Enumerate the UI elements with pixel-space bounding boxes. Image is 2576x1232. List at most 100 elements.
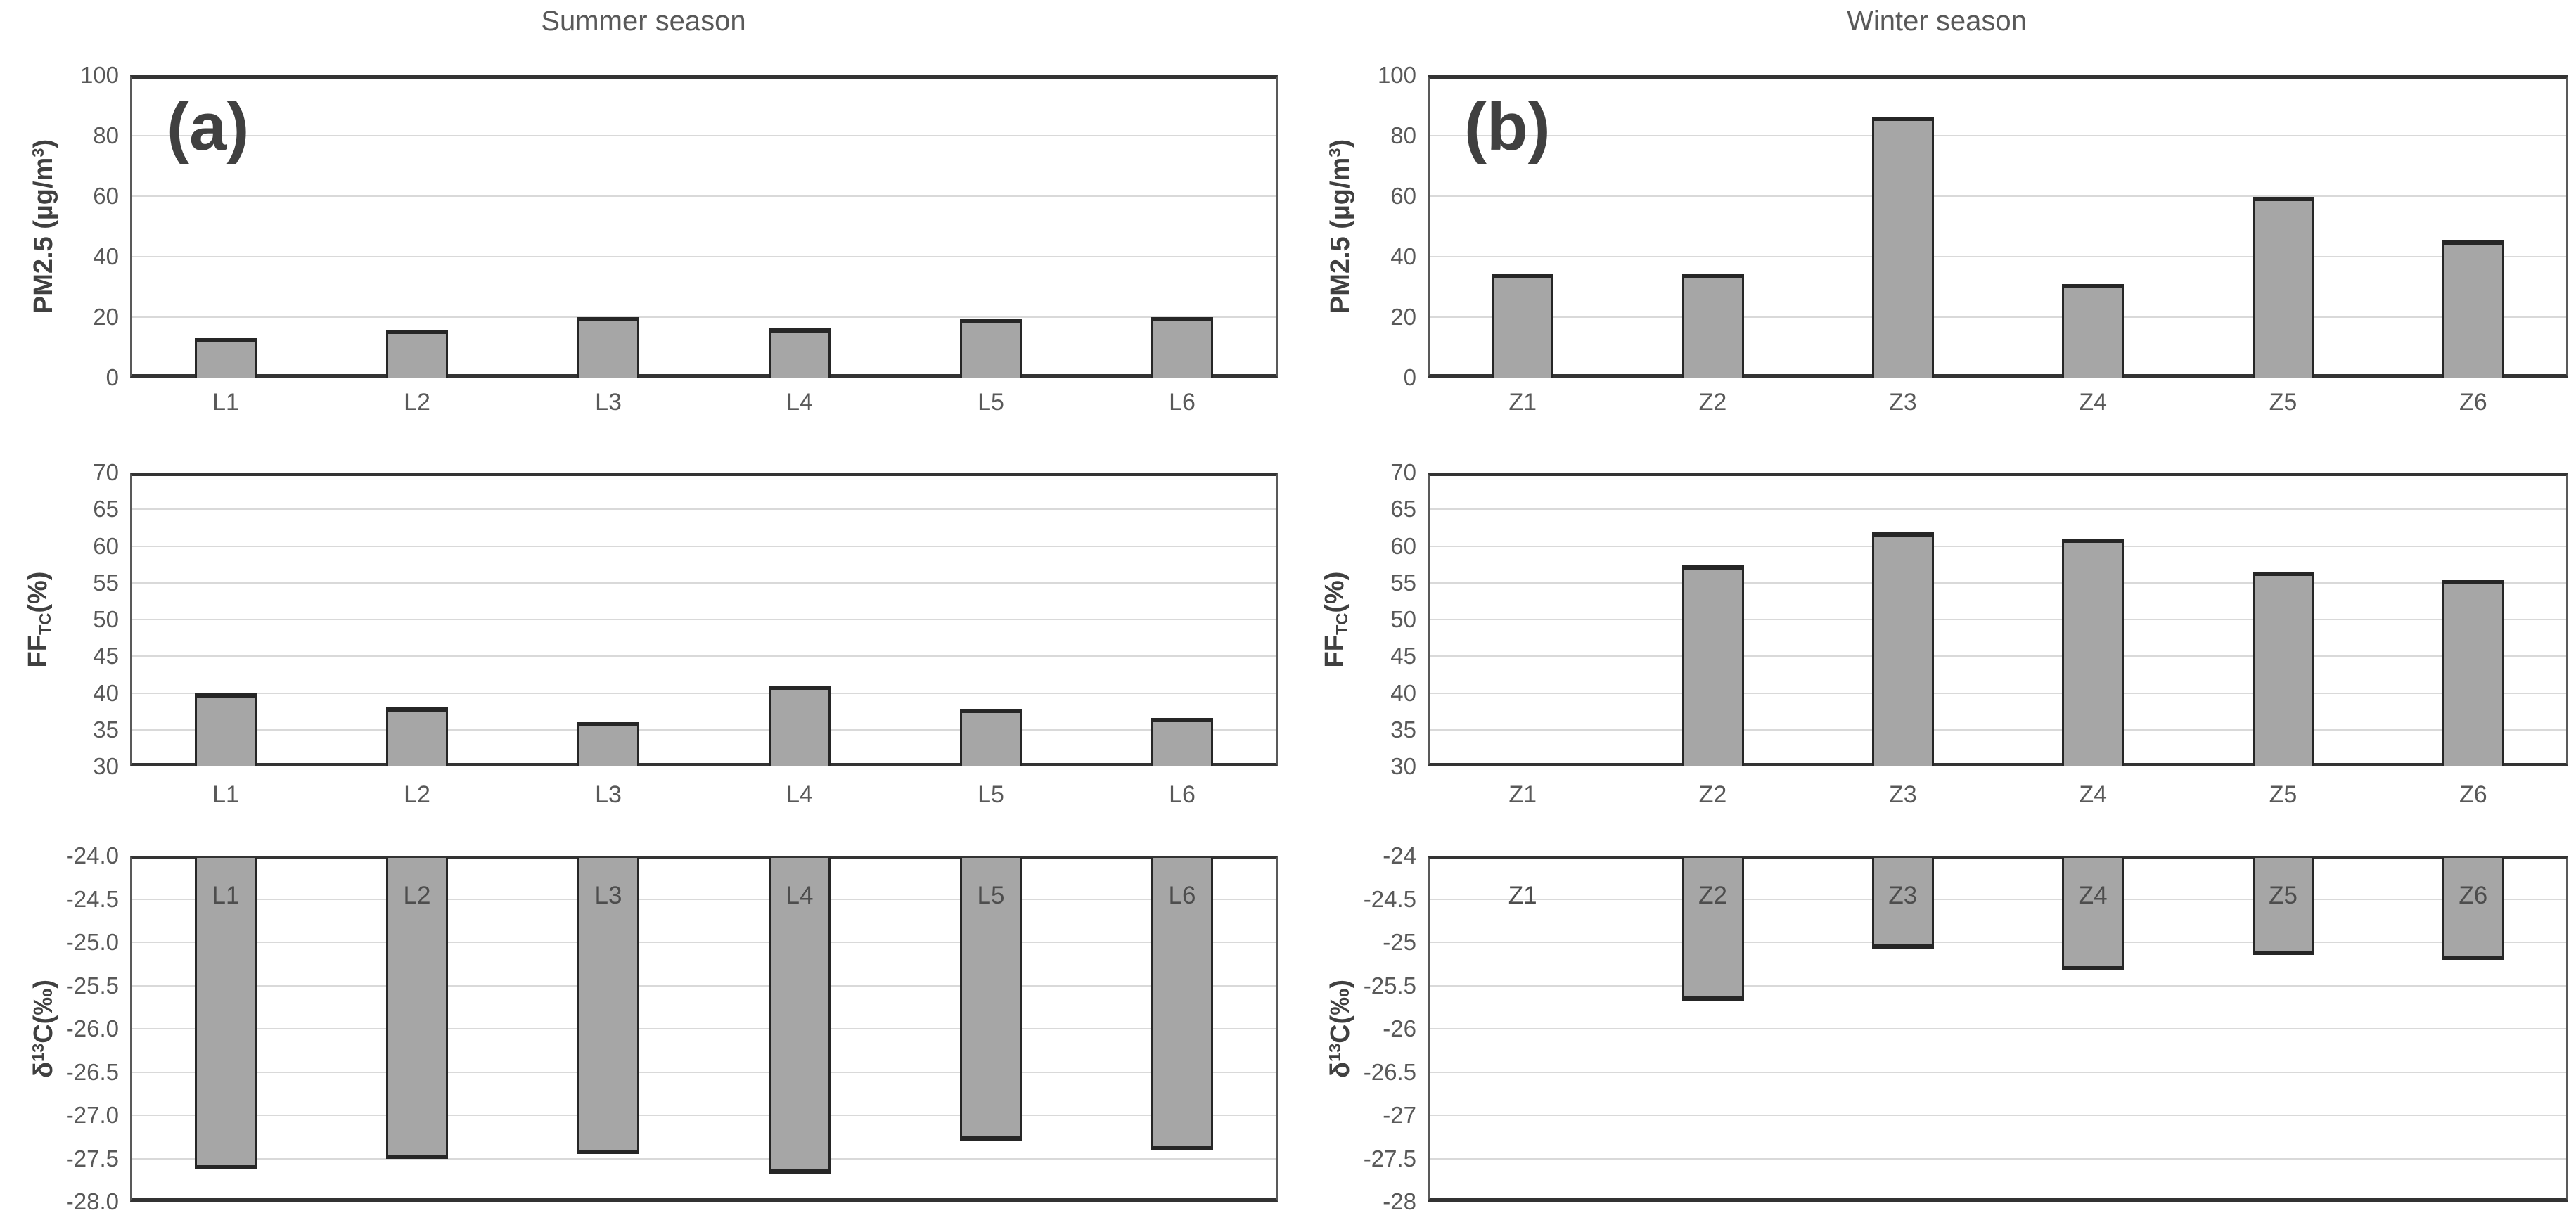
bar-z2 — [1681, 274, 1744, 378]
y-gridline — [132, 619, 1276, 620]
y-tick-label: -24.0 — [65, 842, 119, 868]
y-tick-label: 50 — [93, 606, 119, 632]
x-tick-label-l2: L2 — [404, 781, 430, 808]
bar-z5 — [2252, 572, 2314, 766]
y-gridline — [1430, 942, 2566, 943]
y-tick-label: 60 — [1390, 183, 1416, 209]
y-gridline — [132, 316, 1276, 318]
y-gridline — [1430, 582, 2566, 584]
bar-l2 — [386, 858, 448, 1160]
panel-label-a: (a) — [167, 89, 250, 165]
y-axis-title-segment: 13 — [29, 1043, 47, 1062]
bar-l3 — [577, 722, 639, 766]
bar-l4 — [769, 686, 831, 766]
y-tick-label: 45 — [1390, 643, 1416, 669]
x-tick-label-z3: Z3 — [1888, 389, 1917, 416]
y-gridline — [132, 1071, 1276, 1073]
y-gridline — [1430, 256, 2566, 257]
y-gridline — [1430, 1071, 2566, 1073]
bar-z4 — [2062, 283, 2125, 378]
y-gridline — [1430, 1157, 2566, 1160]
y-gridline — [1430, 984, 2566, 987]
plot-area — [130, 75, 1278, 378]
y-gridline — [1430, 729, 2566, 731]
bar-l6 — [1151, 317, 1213, 378]
bar-z5 — [2252, 197, 2314, 378]
y-tick-label: -27.5 — [65, 1145, 119, 1172]
y-tick-label: -26.5 — [65, 1058, 119, 1085]
y-gridline — [132, 655, 1276, 657]
y-tick-label: 20 — [1390, 304, 1416, 330]
y-gridline — [1430, 508, 2566, 511]
y-gridline — [132, 898, 1276, 900]
x-tick-label-z5: Z5 — [2269, 781, 2298, 808]
y-tick-label: -27 — [1383, 1102, 1416, 1128]
bar-z6 — [2442, 240, 2504, 378]
y-tick-label: -25.5 — [1363, 972, 1416, 999]
y-tick-label: 40 — [93, 243, 119, 269]
y-gridline — [1430, 545, 2566, 547]
y-axis-title-segment: PM2.5 (µg/m — [1325, 157, 1355, 314]
y-axis-title-segment: PM2.5 (µg/m — [28, 157, 58, 314]
bar-z2 — [1681, 565, 1744, 766]
y-gridline — [1430, 655, 2566, 657]
bar-l3 — [577, 317, 639, 378]
y-gridline — [132, 692, 1276, 694]
y-axis-title-segment: 13 — [1326, 1043, 1344, 1062]
y-tick-label: -25.0 — [65, 929, 119, 955]
x-tick-label-l4: L4 — [786, 781, 813, 808]
bar-label-z3: Z3 — [1888, 882, 1918, 909]
bar-z2 — [1681, 858, 1744, 1001]
y-tick-label: -26 — [1383, 1015, 1416, 1041]
plot-area — [1428, 75, 2568, 378]
y-axis-title: PM2.5 (µg/m3) — [1316, 30, 1355, 423]
y-tick-label: 40 — [1390, 243, 1416, 269]
y-axis-title-segment: C(‰) — [1325, 980, 1355, 1044]
x-tick-label-l6: L6 — [1169, 389, 1196, 416]
y-gridline — [132, 984, 1276, 987]
panel-label-b: (b) — [1464, 89, 1551, 165]
y-tick-label: 70 — [93, 459, 119, 485]
y-gridline — [132, 135, 1276, 136]
y-axis-title: δ13C(‰) — [20, 832, 58, 1226]
bar-l6 — [1151, 858, 1213, 1150]
y-tick-label: -28.0 — [65, 1188, 119, 1214]
y-gridline — [1430, 1028, 2566, 1029]
y-tick-label: -27.5 — [1363, 1145, 1416, 1172]
bar-l3 — [577, 858, 639, 1154]
y-axis-title-segment: ) — [28, 139, 58, 148]
bar-label-l3: L3 — [594, 882, 622, 909]
chart-title: Summer season — [541, 6, 746, 37]
bar-l1 — [195, 338, 257, 378]
y-axis-title-segment: FF — [1320, 635, 1350, 668]
y-tick-label: 65 — [1390, 496, 1416, 522]
bar-l5 — [960, 319, 1022, 378]
bar-label-z1: Z1 — [1508, 882, 1537, 909]
y-tick-label: 45 — [93, 643, 119, 669]
x-tick-label-z4: Z4 — [2079, 389, 2107, 416]
y-axis-title: δ13C(‰) — [1316, 832, 1355, 1226]
y-tick-label: 30 — [93, 753, 119, 779]
y-tick-label: 30 — [1390, 753, 1416, 779]
y-axis-title-segment: 3 — [1326, 148, 1344, 158]
y-tick-label: 60 — [93, 183, 119, 209]
bar-label-l5: L5 — [977, 882, 1005, 909]
y-tick-label: -28 — [1383, 1188, 1416, 1214]
y-gridline — [132, 582, 1276, 584]
y-tick-label: 80 — [93, 122, 119, 148]
bar-label-l4: L4 — [786, 882, 814, 909]
y-tick-label: -24.5 — [65, 885, 119, 912]
y-axis-title-segment: δ — [28, 1061, 58, 1079]
y-gridline — [132, 1115, 1276, 1116]
bar-z5 — [2252, 858, 2314, 955]
bar-z3 — [1871, 116, 1934, 378]
bar-z6 — [2442, 579, 2504, 766]
y-gridline — [132, 729, 1276, 731]
x-tick-label-z1: Z1 — [1508, 389, 1537, 416]
x-tick-label-z3: Z3 — [1888, 781, 1917, 808]
chart-title: Winter season — [1847, 6, 2027, 37]
y-tick-label: 40 — [93, 679, 119, 706]
y-tick-label: 80 — [1390, 122, 1416, 148]
bar-z3 — [1871, 858, 1934, 949]
y-axis-title: FFTC(%) — [20, 423, 56, 816]
